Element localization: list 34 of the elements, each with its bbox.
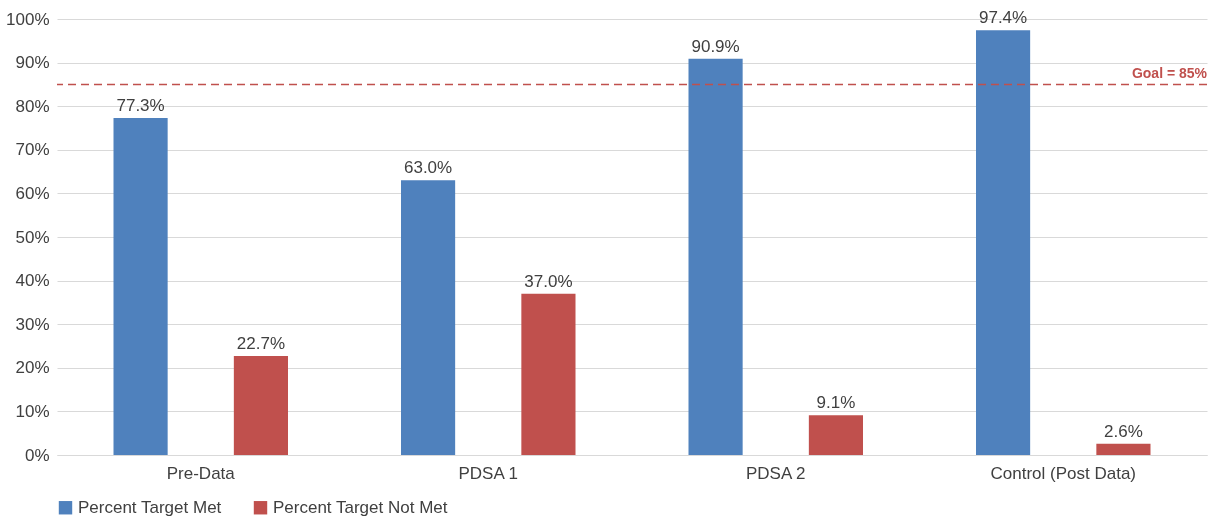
data-label: 9.1% <box>816 393 856 413</box>
data-label: 90.9% <box>691 36 740 56</box>
data-label: 77.3% <box>116 95 165 115</box>
data-label: 63.0% <box>403 158 453 178</box>
y-tick-label: 50% <box>15 227 50 247</box>
x-tick-label: PDSA 1 <box>458 463 519 483</box>
x-tick-label: Control (Post Data) <box>990 463 1136 483</box>
y-tick-label: 80% <box>15 96 50 116</box>
x-tick-label: Pre-Data <box>166 463 236 483</box>
data-label: 97.4% <box>978 8 1028 28</box>
ref-line-label: Goal = 85% <box>1131 65 1208 82</box>
bar <box>688 58 743 455</box>
y-tick-label: 40% <box>15 271 50 291</box>
bar <box>233 356 288 455</box>
y-tick-label: 70% <box>15 140 50 160</box>
y-tick-label: 60% <box>15 183 50 203</box>
legend-label: Percent Target Not Met <box>273 497 448 517</box>
bar <box>1096 443 1151 455</box>
y-tick-label: 20% <box>15 358 50 378</box>
bar <box>401 180 456 455</box>
bar <box>521 293 576 455</box>
data-label: 37.0% <box>524 271 573 291</box>
y-tick-label: 10% <box>15 401 50 421</box>
y-tick-label: 30% <box>15 314 50 334</box>
x-tick-label: PDSA 2 <box>745 463 806 483</box>
y-tick-label: 100% <box>6 9 50 29</box>
y-tick-label: 90% <box>15 53 50 73</box>
bar <box>113 117 168 455</box>
legend-label: Percent Target Met <box>78 497 222 517</box>
data-label: 22.7% <box>236 334 286 354</box>
y-tick-label: 0% <box>24 445 50 465</box>
bar <box>976 30 1031 455</box>
bar <box>808 415 863 455</box>
data-label: 2.6% <box>1104 421 1143 441</box>
